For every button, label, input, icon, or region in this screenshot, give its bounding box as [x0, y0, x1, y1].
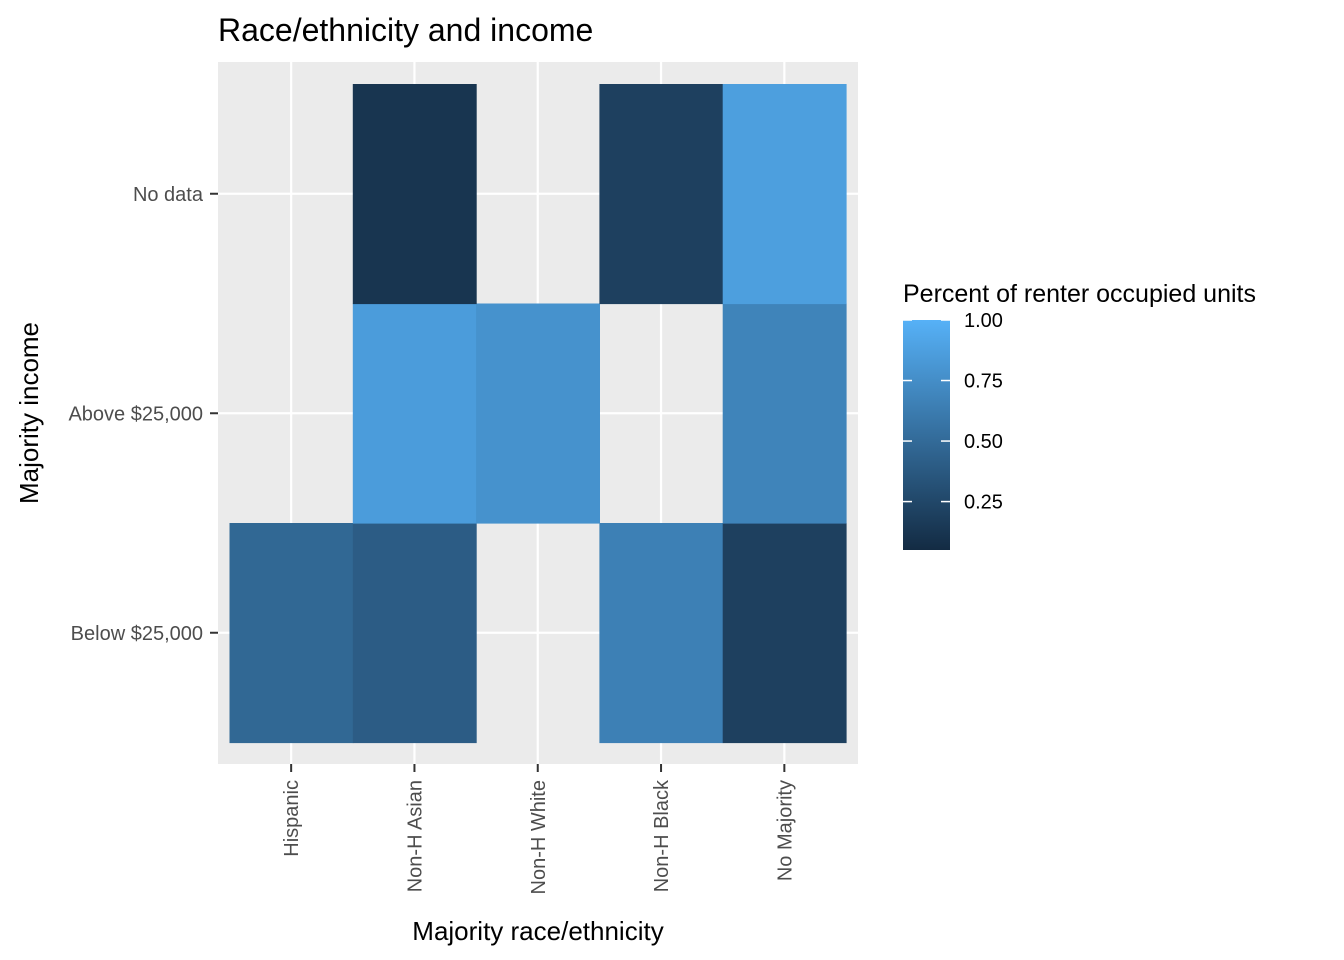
legend-tick-label: 0.75	[964, 371, 1003, 393]
x-axis: Hispanic Non-H Asian Non-H White Non-H Blac…	[281, 764, 796, 894]
heatmap-cell	[722, 303, 847, 524]
heatmap-cell	[599, 523, 724, 744]
x-tick-label: Hispanic	[281, 780, 303, 857]
heatmap-cell	[352, 303, 477, 524]
heatmap-cell	[722, 84, 847, 305]
y-tick-label: Below $25,000	[71, 623, 203, 645]
y-axis-title: Majority income	[14, 322, 44, 504]
x-axis-title: Majority race/ethnicity	[412, 916, 663, 946]
y-tick-label: No data	[133, 184, 204, 206]
x-tick-label: Non-H Asian	[404, 780, 426, 892]
x-tick-label: Non-H Black	[651, 779, 673, 892]
heatmap-cells	[229, 84, 847, 744]
heatmap-cell	[599, 84, 724, 305]
heatmap-cell	[229, 523, 354, 744]
heatmap-cell	[722, 523, 847, 744]
legend-title: Percent of renter occupied units	[903, 280, 1256, 308]
legend-tick-label: 0.50	[964, 431, 1003, 453]
chart-title: Race/ethnicity and income	[218, 12, 593, 48]
legend-tick-label: 1.00	[964, 310, 1003, 332]
heatmap-cell	[476, 303, 600, 524]
x-tick-label: Non-H White	[528, 780, 550, 894]
color-legend: Percent of renter occupied units 1.00 0.7…	[903, 280, 1256, 550]
y-tick-label: Above $25,000	[68, 403, 203, 425]
legend-ticks: 1.00 0.75 0.50 0.25	[903, 310, 1003, 514]
legend-tick-label: 0.25	[964, 492, 1003, 514]
legend-colorbar	[903, 320, 950, 550]
x-tick-label: No Majority	[774, 780, 796, 881]
heatmap-cell	[352, 84, 477, 305]
heatmap-cell	[352, 523, 477, 744]
y-axis: Below $25,000 Above $25,000 No data	[68, 184, 218, 645]
